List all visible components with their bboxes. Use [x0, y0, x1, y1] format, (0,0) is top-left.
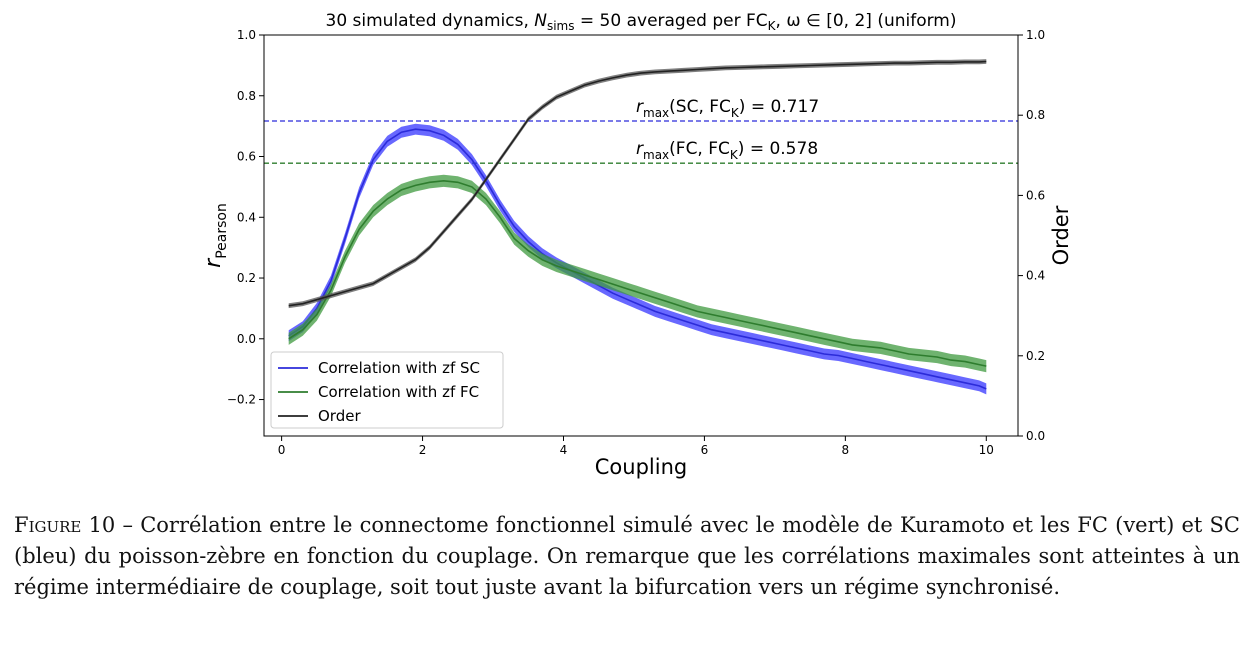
- y-axis-right-label: Order: [1049, 205, 1073, 265]
- series-line-2: [288, 60, 987, 307]
- figure: rmax(SC, FCK) = 0.717 rmax(FC, FCK) = 0.5…: [201, 11, 1073, 479]
- x-tick-label-2: 4: [560, 443, 568, 457]
- y-right-tick-label-5: 1.0: [1026, 28, 1045, 42]
- y-left-tick-label-0: −0.2: [227, 393, 256, 407]
- chart: rmax(SC, FCK) = 0.717 rmax(FC, FCK) = 0.5…: [201, 11, 1073, 479]
- y-axis-left-label: rPearson: [201, 203, 230, 268]
- y-right-tick-label-1: 0.2: [1026, 349, 1045, 363]
- y-left-tick-label-6: 1.0: [237, 28, 256, 42]
- x-axis-label: Coupling: [595, 455, 687, 479]
- series-line-1: [288, 179, 987, 367]
- series-line-0: [288, 128, 987, 390]
- y-right-tick-label-4: 0.8: [1026, 108, 1045, 122]
- legend: Correlation with zf SC Correlation with z…: [270, 351, 504, 429]
- legend-label-0: Correlation with zf SC: [318, 359, 480, 377]
- x-tick-label-5: 10: [979, 443, 994, 457]
- y-left-tick-label-1: 0.0: [237, 332, 256, 346]
- max-reference-label-0: rmax(SC, FCK) = 0.717: [636, 97, 819, 120]
- y-left-tick-label-2: 0.2: [237, 271, 256, 285]
- x-tick-label-1: 2: [419, 443, 427, 457]
- plot-frame: [263, 34, 1019, 437]
- figure-label: Figure 10: [14, 513, 116, 537]
- y-left-tick-label-3: 0.4: [237, 210, 256, 224]
- legend-label-2: Order: [318, 407, 361, 425]
- x-tick-label-0: 0: [278, 443, 286, 457]
- series-band-0: [288, 123, 987, 395]
- y-right-tick-label-2: 0.4: [1026, 269, 1045, 283]
- caption-text: – Corrélation entre le connectome foncti…: [14, 513, 1241, 599]
- figure-caption: Figure 10 – Corrélation entre le connect…: [14, 510, 1240, 603]
- series-band-1: [288, 174, 987, 373]
- legend-label-1: Correlation with zf FC: [318, 383, 479, 401]
- legend-box: [270, 351, 504, 429]
- y-left-tick-label-5: 0.8: [237, 89, 256, 103]
- x-tick-label-3: 6: [701, 443, 709, 457]
- chart-title: 30 simulated dynamics, Nsims = 50 averag…: [326, 11, 957, 33]
- y-right-tick-label-0: 0.0: [1026, 429, 1045, 443]
- x-tick-label-4: 8: [842, 443, 850, 457]
- y-right-tick-label-3: 0.6: [1026, 188, 1045, 202]
- max-reference-label-1: rmax(FC, FCK) = 0.578: [636, 139, 818, 162]
- y-left-tick-label-4: 0.6: [237, 150, 256, 164]
